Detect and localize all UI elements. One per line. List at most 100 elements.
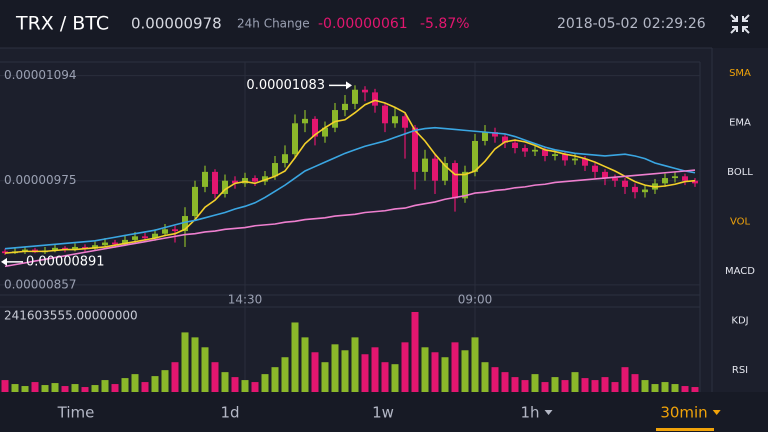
side-menu-item[interactable]: RSI — [732, 365, 748, 376]
side-menu-item[interactable]: SMA — [729, 68, 751, 79]
candle-body — [162, 229, 168, 234]
volume-bar — [411, 312, 419, 392]
volume-bar — [651, 384, 659, 392]
candle-body — [402, 116, 408, 128]
volume-bar — [161, 370, 169, 392]
volume-bar — [271, 367, 279, 392]
annotation-arrowhead — [346, 81, 352, 90]
sma-line — [4, 126, 696, 250]
volume-bar — [531, 374, 539, 392]
candle-body — [382, 105, 388, 124]
annotation: 0.00000891 — [26, 254, 105, 269]
candle-body — [152, 233, 158, 239]
side-menu-item[interactable]: KDJ — [731, 316, 748, 327]
volume-bar — [611, 382, 619, 392]
y-tick-label: 0.00000857 — [4, 277, 77, 291]
candle-body — [92, 245, 98, 249]
volume-bar — [191, 337, 199, 392]
candle-body — [202, 171, 208, 187]
candle-body — [392, 116, 398, 124]
side-menu-item[interactable]: MACD — [725, 266, 755, 277]
volume-bar — [631, 374, 639, 392]
volume-bar — [21, 386, 29, 392]
volume-bar — [511, 377, 519, 392]
tab[interactable]: Time — [57, 404, 95, 422]
candle-body — [142, 236, 148, 239]
volume-bar — [421, 347, 429, 392]
change: -0.00000061 — [318, 16, 408, 32]
change-label: 24h Change — [237, 17, 310, 31]
candle-body — [362, 89, 368, 93]
fullscreen-icon[interactable] — [730, 14, 750, 34]
volume-bar — [581, 378, 589, 392]
volume-bar — [501, 372, 509, 392]
tab-dropdown — [544, 410, 553, 415]
volume-bar — [671, 384, 679, 392]
candle-body — [682, 176, 688, 181]
volume-bar — [401, 342, 409, 392]
tab[interactable]: 30min — [660, 404, 707, 422]
tab[interactable]: 1d — [220, 404, 239, 422]
candle-body — [442, 163, 448, 181]
candle-body — [62, 247, 68, 250]
x-tick-label: 14:30 — [228, 293, 263, 307]
volume-bar — [81, 387, 89, 392]
candle-body — [242, 178, 248, 184]
candle-body — [562, 154, 568, 161]
side-menu-item[interactable]: EMA — [729, 118, 751, 129]
candle-body — [512, 142, 518, 149]
candle-body — [72, 246, 78, 250]
candle-body — [552, 154, 558, 156]
volume-bar — [561, 380, 569, 392]
timestamp: 2018-05-02 02:29:26 — [557, 16, 706, 32]
volume-bar — [101, 380, 109, 392]
volume-bar — [341, 350, 349, 392]
volume-bar — [681, 386, 689, 392]
icon-part — [730, 14, 738, 22]
volume-bar — [251, 382, 259, 392]
candle-body — [302, 118, 308, 124]
price: 0.00000978 — [131, 15, 222, 33]
tab[interactable]: 1h — [520, 404, 539, 422]
candle-body — [422, 158, 428, 172]
icon-part — [730, 26, 738, 34]
volume-bar — [361, 354, 369, 392]
candle-body — [692, 180, 698, 184]
candle-body — [472, 140, 478, 172]
volume-bar — [311, 352, 319, 392]
candle-body — [642, 189, 648, 193]
volume-bar — [571, 372, 579, 392]
candle-body — [572, 158, 578, 161]
volume-bar — [181, 332, 189, 392]
candle-body — [492, 132, 498, 137]
candle-body — [272, 163, 278, 177]
tab[interactable]: 1w — [372, 404, 394, 422]
side-menu-item[interactable]: BOLL — [727, 167, 753, 178]
candle-body — [542, 149, 548, 156]
volume-bar — [71, 384, 79, 392]
side-menu-item[interactable]: VOL — [730, 217, 751, 228]
volume-bar — [541, 382, 549, 392]
candle-body — [662, 178, 668, 184]
volume-bar — [471, 337, 479, 392]
volume-bar — [381, 362, 389, 392]
candle-body — [332, 110, 338, 128]
volume-bar — [621, 367, 629, 392]
volume-bar — [31, 382, 39, 392]
candle-body — [372, 92, 378, 106]
candle-body — [212, 171, 218, 194]
candle-body — [352, 89, 358, 104]
candle-body — [632, 186, 638, 193]
candle-body — [322, 127, 328, 137]
candle-body — [262, 176, 268, 182]
candle-body — [222, 180, 228, 194]
volume-bar — [321, 362, 329, 392]
candle-body — [612, 178, 618, 181]
volume-bar — [591, 380, 599, 392]
candle-body — [52, 247, 58, 251]
volume-bar — [151, 376, 159, 392]
candle-body — [592, 165, 598, 172]
sma-line — [4, 169, 696, 268]
